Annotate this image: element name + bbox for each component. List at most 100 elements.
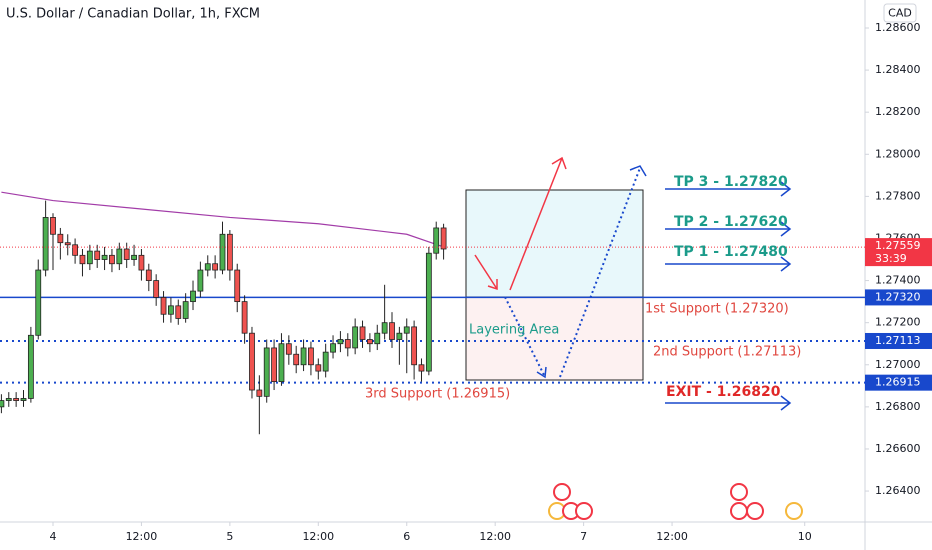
event-icon bbox=[730, 483, 748, 501]
x-tick-label: 12:00 bbox=[126, 530, 158, 543]
moving-average bbox=[1, 191, 444, 248]
annotation: 2nd Support (1.27113) bbox=[653, 345, 801, 360]
candle-body bbox=[256, 389, 263, 397]
y-tick-label: 1.27800 bbox=[875, 189, 921, 202]
y-tick-label: 1.27000 bbox=[875, 358, 921, 371]
candle-body bbox=[219, 233, 226, 271]
arrow-head bbox=[487, 279, 498, 291]
level-label-box bbox=[865, 289, 932, 306]
x-tick-label: 5 bbox=[226, 530, 233, 543]
x-tick-label: 4 bbox=[49, 530, 56, 543]
candle-body bbox=[278, 343, 285, 383]
candle-body bbox=[411, 326, 418, 366]
candle-body bbox=[64, 242, 71, 246]
candle-body bbox=[145, 269, 152, 281]
arrow-head bbox=[629, 165, 647, 177]
price-label: 1.27559 bbox=[875, 239, 921, 252]
candle-body bbox=[116, 248, 123, 265]
candle-body bbox=[374, 332, 381, 345]
event-icons bbox=[548, 483, 803, 520]
candle-body bbox=[5, 398, 12, 401]
candle-body bbox=[42, 217, 49, 271]
y-tick-label: 1.28200 bbox=[875, 105, 921, 118]
candle-body bbox=[0, 400, 5, 408]
candle-body bbox=[182, 301, 189, 319]
candle-body bbox=[249, 332, 255, 391]
candle-body bbox=[433, 227, 440, 254]
candle-body bbox=[396, 332, 403, 340]
candle-body bbox=[20, 398, 27, 401]
event-icon bbox=[553, 483, 571, 501]
event-icon bbox=[730, 502, 748, 520]
y-tick-label: 1.27200 bbox=[875, 316, 921, 329]
candle-body bbox=[72, 244, 78, 256]
candle-body bbox=[330, 343, 336, 353]
arrows bbox=[474, 156, 792, 411]
arrow-head bbox=[780, 395, 792, 411]
candle-body bbox=[418, 364, 425, 372]
y-tick-label: 1.28400 bbox=[875, 63, 921, 76]
candle-body bbox=[425, 252, 432, 372]
y-tick-label: 1.27400 bbox=[875, 274, 921, 287]
candle-body bbox=[352, 326, 359, 349]
candle-body bbox=[300, 347, 307, 366]
candle-body bbox=[337, 339, 344, 345]
candle-body bbox=[234, 269, 241, 303]
candle-body bbox=[212, 263, 219, 271]
annotation: EXIT - 1.26820 bbox=[666, 384, 781, 400]
candle-body bbox=[322, 351, 329, 372]
y-tick-label: 1.26600 bbox=[875, 442, 921, 455]
candle-body bbox=[197, 269, 204, 292]
annotation: TP 1 - 1.27480 bbox=[674, 244, 788, 260]
candle-body bbox=[94, 250, 101, 260]
y-tick-label: 1.28000 bbox=[875, 147, 921, 160]
candle-body bbox=[13, 398, 20, 401]
candle-body bbox=[153, 280, 160, 298]
candle-body bbox=[50, 217, 56, 235]
candle-body bbox=[138, 254, 145, 271]
candle-body bbox=[344, 339, 351, 349]
candle-body bbox=[35, 269, 42, 336]
x-tick-label: 12:00 bbox=[656, 530, 688, 543]
annotation: 1st Support (1.27320) bbox=[645, 302, 789, 317]
candle-body bbox=[359, 326, 366, 340]
candle-body bbox=[123, 248, 130, 260]
candle-body bbox=[285, 343, 292, 355]
candle-body bbox=[168, 305, 174, 315]
tp-zone bbox=[465, 189, 644, 298]
x-tick-label: 10 bbox=[798, 530, 812, 543]
y-tick-label: 1.26800 bbox=[875, 400, 921, 413]
event-icon bbox=[746, 502, 764, 520]
arrow-head bbox=[536, 366, 547, 379]
candle-body bbox=[403, 326, 410, 334]
candle-body bbox=[160, 297, 167, 315]
candle-body bbox=[389, 322, 395, 340]
candle-body bbox=[366, 339, 373, 345]
event-icon bbox=[575, 502, 593, 520]
level-label: 1.26915 bbox=[875, 376, 921, 389]
candle-body bbox=[263, 347, 270, 397]
candle-body bbox=[131, 254, 137, 260]
annotation: 3rd Support (1.26915) bbox=[365, 387, 510, 402]
y-tick-label: 1.26400 bbox=[875, 484, 921, 497]
x-tick-label: 12:00 bbox=[479, 530, 511, 543]
candle-body bbox=[79, 254, 86, 265]
annotation: TP 3 - 1.27820 bbox=[674, 174, 788, 190]
candle-body bbox=[241, 301, 248, 334]
annotation: TP 2 - 1.27620 bbox=[674, 214, 788, 230]
plot bbox=[0, 191, 865, 435]
arrow-head bbox=[780, 256, 792, 272]
candle-body bbox=[315, 364, 322, 372]
candle-body bbox=[175, 305, 182, 319]
candle-body bbox=[101, 254, 108, 260]
candle-body bbox=[308, 347, 314, 366]
level-label-box bbox=[865, 332, 932, 349]
currency-box bbox=[883, 3, 917, 23]
arrow-head bbox=[780, 221, 792, 237]
event-icon bbox=[785, 502, 803, 520]
y-axis-label: CAD bbox=[888, 7, 912, 20]
candle-body bbox=[381, 322, 388, 334]
candle-body bbox=[440, 227, 447, 250]
y-tick-label: 1.28600 bbox=[875, 21, 921, 34]
candle-body bbox=[27, 334, 34, 399]
